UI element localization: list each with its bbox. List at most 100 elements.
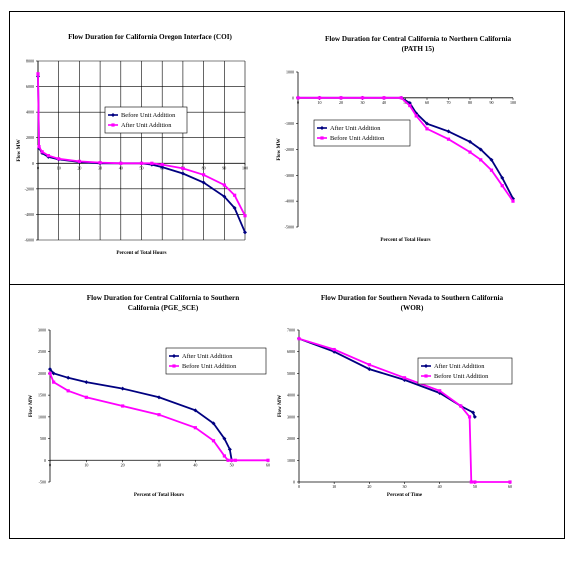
y-tick-label: 4000 [26,110,34,115]
x-tick-label: 30 [98,165,102,170]
x-tick-label: 80 [202,165,206,170]
data-point [160,162,164,167]
x-tick-label: 100 [510,100,516,105]
data-point [382,96,386,100]
legend-box [104,106,188,134]
data-point [46,154,50,158]
legend-label: After Unit Addition [330,125,381,132]
data-point [222,454,226,458]
legend-marker [172,354,176,358]
y-tick-label: 1500 [38,393,46,398]
series-line-2 [49,373,268,462]
data-point [425,121,429,126]
x-tick-label: 40 [119,165,123,170]
y-tick-label: -6000 [25,238,34,243]
data-point [157,395,161,400]
data-point [468,139,472,144]
x-tick-label: 40 [438,484,442,489]
x-tick-label: 90 [490,100,494,105]
data-point [201,180,206,185]
chart-title: Flow Duration for Southern Nevada to Sou… [321,294,504,302]
y-tick-label: 8000 [26,59,34,64]
x-tick-label: 60 [425,100,429,105]
legend-marker [320,136,324,140]
y-axis-label: Flow MW [28,394,34,417]
chart-subtitle: (PATH 15) [402,45,435,53]
y-tick-label: 1000 [38,414,46,419]
data-point [408,103,412,108]
y-tick-label: 4000 [287,393,295,398]
x-tick-label: 90 [222,165,226,170]
y-tick-label: -3000 [285,173,294,178]
x-tick-label: 30 [157,462,161,467]
legend-marker [111,123,115,127]
chart-1: Flow Duration for California Oregon Inte… [16,33,248,256]
x-axis-label: Percent of Total Hours [116,250,166,256]
x-tick-label: 50 [230,462,234,467]
data-point [37,145,41,149]
y-tick-label: 2500 [38,349,46,354]
x-tick-label: 10 [84,462,88,467]
data-point [367,367,372,372]
data-point [222,194,227,199]
y-tick-label: 500 [40,436,46,441]
data-point [84,380,89,385]
x-axis-label: Percent of Time [387,492,423,498]
data-point [51,371,56,376]
x-tick-label: 30 [403,484,407,489]
legend-marker [424,364,428,368]
chart-legend: After Unit Addition Before Unit Addition [165,347,267,375]
data-point [84,395,88,399]
data-point [472,414,477,419]
x-tick-label: 40 [193,462,197,467]
x-axis-label: Percent of Total Hours [380,237,430,243]
y-tick-label: 0 [32,161,34,166]
data-point [119,161,123,165]
data-point [332,347,336,352]
legend-label: After Unit Addition [434,363,485,370]
data-point [211,439,216,443]
data-point [468,150,472,154]
data-point [367,363,371,367]
legend-box [165,347,267,375]
data-point [508,480,512,484]
data-point [66,375,71,380]
y-tick-label: 0 [292,95,294,100]
y-tick-label: -2000 [285,147,294,152]
data-point [339,96,343,100]
x-axis-label: Percent of Total Hours [134,492,184,498]
data-point [297,337,301,341]
data-point [40,150,44,154]
chart-title: Flow Duration for Central California to … [325,35,512,43]
y-tick-label: -5000 [285,225,294,230]
data-point [360,96,365,100]
data-point [233,193,237,197]
legend-box [417,357,513,385]
x-tick-label: 60 [508,484,512,489]
data-point [230,458,234,462]
x-tick-label: 20 [367,484,371,489]
x-tick-label: 50 [473,484,477,489]
y-tick-label: 2000 [287,436,295,441]
legend-marker [320,126,324,130]
chart-title: Flow Duration for Central California to … [87,294,239,302]
data-point [489,168,494,172]
y-tick-label: -1000 [285,121,294,126]
data-point [193,426,197,430]
data-point [193,408,198,413]
chart-subtitle: California (PGE_SCE) [128,304,199,312]
y-tick-label: 6000 [287,349,295,354]
y-axis-label: Flow MW [276,138,282,161]
y-tick-label: -500 [39,480,46,485]
chart-2: Flow Duration for Central California to … [276,35,516,243]
y-tick-label: 3000 [287,414,295,419]
x-tick-label: 20 [121,462,125,467]
data-point [121,404,125,408]
x-tick-label: 30 [361,100,365,105]
x-tick-label: 0 [297,100,299,105]
data-point [500,184,504,188]
data-point [473,480,477,484]
data-point [399,96,403,100]
x-tick-label: 20 [77,165,81,170]
